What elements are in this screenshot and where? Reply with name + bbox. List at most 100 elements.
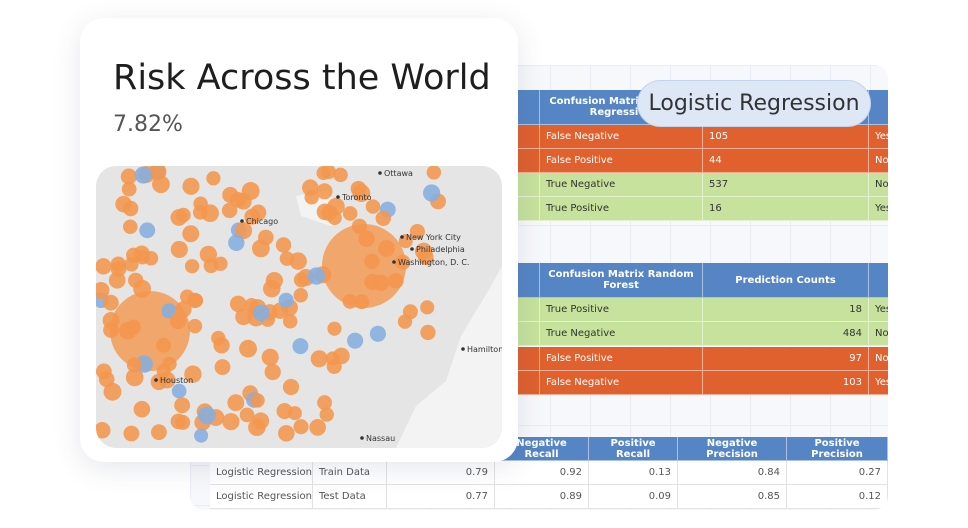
- map-dot: [120, 168, 137, 185]
- map-dot: [198, 406, 216, 425]
- map-dot: [123, 219, 138, 235]
- table-cell: True Positive: [540, 298, 703, 322]
- table-cell: Logistic Regression: [210, 485, 313, 509]
- map-dot: [199, 245, 218, 264]
- table-cell: False Negative: [540, 125, 703, 149]
- map-dot: [378, 240, 395, 257]
- map-dot: [128, 272, 144, 288]
- map-dot: [287, 406, 302, 421]
- map-dot: [239, 339, 257, 358]
- map-dot: [192, 205, 208, 220]
- risk-card: Risk Across the World 7.82% Ottawa Toront…: [80, 18, 518, 462]
- model-badge: Logistic Regression: [637, 80, 871, 127]
- map-dot: [351, 218, 368, 235]
- map-city-dot: [461, 347, 465, 351]
- map-dot: [213, 337, 230, 354]
- map-dot: [365, 199, 381, 214]
- table-cell: 484: [703, 322, 869, 347]
- map-dot: [235, 308, 252, 326]
- map-dot: [395, 254, 411, 270]
- map-dot: [222, 413, 240, 431]
- map-dot: [221, 202, 238, 219]
- table-blank-header: [869, 263, 888, 298]
- map-dot: [327, 197, 345, 216]
- map-dot: [319, 407, 334, 422]
- map-dot: [194, 428, 209, 443]
- map-dot: [187, 292, 203, 309]
- table-cell: 105: [703, 125, 869, 149]
- map-dot: [151, 424, 167, 441]
- table-cell: No: [869, 346, 888, 371]
- table-cell: Yes: [869, 298, 888, 322]
- map-dot: [275, 237, 292, 253]
- map-dot: [96, 258, 112, 275]
- map-city-dot: [378, 171, 382, 175]
- map-dot: [156, 337, 171, 353]
- map-dot: [402, 304, 418, 320]
- map-dot: [171, 383, 187, 399]
- map-dot: [235, 222, 253, 240]
- map-dot: [125, 247, 142, 263]
- table-cell: Yes: [869, 197, 888, 221]
- map-dot: [170, 413, 187, 430]
- map-city-dot: [154, 378, 158, 382]
- map-dot: [354, 294, 370, 310]
- map-dot: [227, 394, 245, 412]
- map-dot: [115, 195, 132, 213]
- map-dot: [358, 230, 375, 247]
- table-cell: 103: [703, 370, 869, 395]
- map-dot: [265, 271, 283, 290]
- map-dot: [110, 256, 127, 272]
- map-svg: Ottawa Toronto Chicago New York City Philade…: [96, 166, 502, 448]
- map-dot: [251, 239, 270, 258]
- map-label: Houston: [160, 376, 193, 385]
- map-dot: [134, 166, 152, 184]
- map-dot: [388, 272, 404, 289]
- map-dot: [309, 418, 327, 436]
- map-dot: [184, 259, 200, 274]
- map-dot: [139, 222, 156, 239]
- map-dot: [125, 368, 144, 387]
- map-dot: [420, 300, 435, 315]
- table-cell: False Positive: [540, 149, 703, 173]
- table-header: Prediction Counts: [703, 263, 869, 298]
- map-dot: [169, 312, 187, 330]
- map-dot: [414, 242, 433, 261]
- table-cell: 18: [703, 298, 869, 322]
- table-cell: True Positive: [540, 197, 703, 221]
- map-dot: [123, 425, 140, 442]
- card-value: 7.82%: [113, 112, 183, 137]
- map-dot: [420, 324, 436, 341]
- table-header: Positive Recall: [589, 437, 678, 461]
- map-label: Toronto: [341, 193, 372, 202]
- map-dot: [282, 378, 300, 396]
- map-label: Chicago: [246, 217, 278, 226]
- table-cell: 0.12: [787, 485, 888, 509]
- map-dot: [182, 225, 200, 243]
- map-dot: [347, 332, 364, 349]
- map-label: Nassau: [366, 434, 395, 443]
- ocean: [396, 266, 502, 448]
- map-dot: [170, 240, 188, 259]
- table-cell: 16: [703, 197, 869, 221]
- map-label: Ottawa: [384, 169, 413, 178]
- map-dot: [121, 181, 137, 197]
- map-dot: [317, 395, 332, 411]
- table-cell: 44: [703, 149, 869, 173]
- map-dot: [156, 363, 171, 378]
- map-dot: [278, 425, 295, 442]
- map-dot: [264, 363, 281, 381]
- table-cell: 537: [703, 173, 869, 197]
- map-label: Washington, D. C.: [398, 258, 469, 267]
- card-title: Risk Across the World: [113, 58, 491, 98]
- map-dot: [102, 311, 120, 329]
- table-cell: No: [869, 149, 888, 173]
- map: Ottawa Toronto Chicago New York City Philade…: [96, 166, 502, 448]
- table-cell: 0.92: [495, 461, 589, 485]
- map-dot: [333, 167, 348, 183]
- map-city-dot: [392, 260, 396, 264]
- table-cell: 0.77: [387, 485, 495, 509]
- map-dot: [316, 183, 333, 200]
- map-dot: [214, 359, 231, 376]
